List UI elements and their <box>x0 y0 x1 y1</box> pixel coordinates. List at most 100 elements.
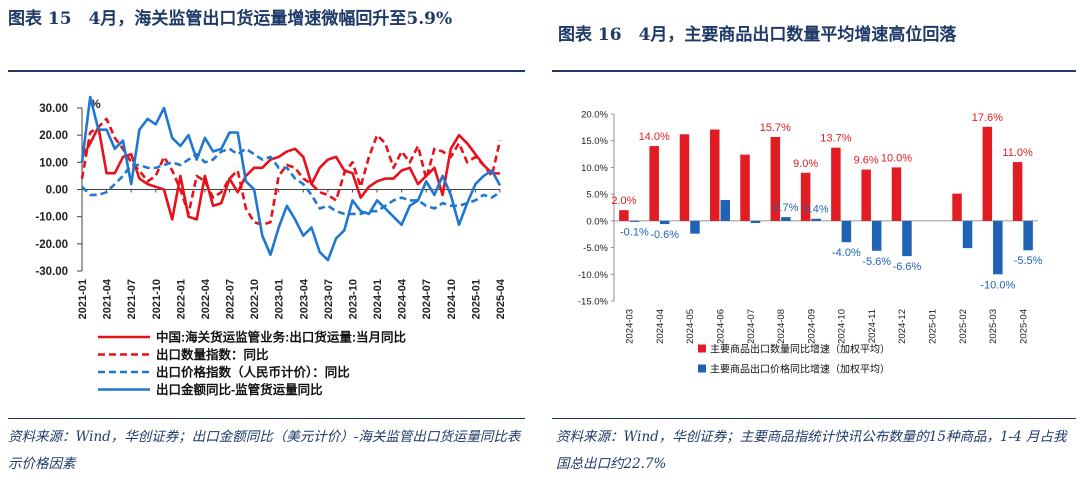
y-tick-label: 10.0% <box>581 163 608 174</box>
bar-price <box>659 220 670 225</box>
x-tick-label: 2023-07 <box>323 279 335 319</box>
right-chart-panel: 图表 16 4月，主要商品出口数量平均增速高位回落 20.0% 15.0% 10.0… <box>548 0 1080 484</box>
bar-price <box>902 220 912 257</box>
bar-quantity <box>649 146 659 221</box>
bar-price <box>871 220 882 251</box>
x-tick-label: 2021-10 <box>151 279 163 319</box>
x-tick-label: 2023-10 <box>347 279 359 319</box>
left-chart-panel: 图表 15 4月，海关监管出口货运量增速微幅回升至5.9% 30.00 20.00… <box>0 0 530 484</box>
y-tick-label: -20.00 <box>35 239 68 251</box>
data-label: 10.0% <box>881 152 912 164</box>
x-tick-label: 2025-04 <box>1018 309 1029 344</box>
data-label: 17.6% <box>972 112 1003 124</box>
y-tick-label: 10.00 <box>39 157 68 169</box>
right-source-rule <box>552 418 1076 419</box>
x-tick-label: 2021-07 <box>126 279 138 319</box>
series-line-2 <box>80 117 502 227</box>
left-title-rule <box>8 70 525 72</box>
bar-quantity <box>982 126 993 221</box>
x-tick-label: 2024-06 <box>716 309 727 344</box>
x-tick-label: 2024-01 <box>372 279 384 319</box>
y-tick-label: -10.00 <box>35 212 68 224</box>
x-tick-label: 2024-12 <box>897 309 908 344</box>
y-unit-label: % <box>90 97 101 111</box>
x-tick-label: 2021-04 <box>102 278 114 319</box>
x-tick-label: 2022-10 <box>249 279 261 319</box>
left-source-note: 资料来源：Wind，华创证券；出口金额同比（美元计价）-海关监管出口货运量同比表… <box>8 429 521 472</box>
y-tick-label: 30.00 <box>39 103 68 115</box>
bar-quantity <box>952 193 962 221</box>
y-tick-label: 20.00 <box>39 130 68 142</box>
right-chart-title: 图表 16 4月，主要商品出口数量平均增速高位回落 <box>558 25 957 45</box>
bar-quantity <box>740 154 750 221</box>
bar-quantity <box>800 172 811 221</box>
y-tick-label: 0.00 <box>46 185 68 197</box>
x-tick-label: 2024-11 <box>867 309 878 343</box>
y-tick-label: -15.0% <box>578 297 609 308</box>
bar-price <box>993 220 1003 275</box>
bar-price <box>811 218 821 221</box>
right-bar-chart: 20.0% 15.0% 10.0% 5.0% 0.0% -5.0% -10.0% -15.0%… <box>578 110 1043 376</box>
legend-label-4: 出口金额同比-监管货运量同比 <box>156 382 323 397</box>
data-label: -6.6% <box>893 261 922 273</box>
legend-label-1: 中国:海关货运监管业务:出口货运量:当月同比 <box>156 330 406 345</box>
bar-quantity <box>679 134 690 221</box>
series-line-1 <box>80 125 501 221</box>
bar-quantity <box>861 169 871 221</box>
data-label: 11.0% <box>1002 147 1033 159</box>
x-tick-label: 2024-05 <box>685 309 696 344</box>
x-tick-label: 2023-04 <box>298 278 310 319</box>
data-label: 9.0% <box>793 158 818 170</box>
legend-label-1: 主要商品出口数量同比增速（加权平均） <box>710 343 890 356</box>
data-label: -5.5% <box>1014 255 1043 267</box>
series-line-4 <box>80 95 502 262</box>
bar-price <box>841 220 852 243</box>
x-tick-label: 2023-01 <box>274 279 286 319</box>
right-source-note: 资料来源：Wind，华创证券；主要商品指统计快讯公布数量的15种商品，1-4 月… <box>556 429 1067 472</box>
left-source-rule <box>8 418 525 419</box>
bar-quantity <box>619 210 629 221</box>
x-tick-label: 2025-04 <box>495 278 507 319</box>
legend-label-2: 出口数量指数：同比 <box>156 347 269 362</box>
bar-price <box>720 200 730 221</box>
bar-price <box>781 217 791 221</box>
y-tick-label: -5.0% <box>583 243 608 254</box>
x-tick-label: 2024-10 <box>837 309 848 344</box>
x-tick-label: 2025-01 <box>470 279 482 319</box>
y-tick-label: -30.00 <box>35 266 68 278</box>
legend-label-2: 主要商品出口价格同比增速（加权平均） <box>710 363 890 376</box>
x-tick-label: 2021-01 <box>77 279 89 319</box>
y-tick-label: 5.0% <box>586 190 608 201</box>
bar-quantity <box>891 167 902 221</box>
data-label: 2.0% <box>611 195 636 207</box>
data-label: 0.4% <box>804 204 829 216</box>
legend-label-3: 出口价格指数（人民币计价）：同比 <box>156 365 350 380</box>
data-label: 15.7% <box>760 122 791 134</box>
bar-price <box>690 220 700 234</box>
y-tick-label: 20.0% <box>581 110 608 121</box>
y-tick-label: 15.0% <box>581 136 608 147</box>
x-tick-label: 2025-01 <box>928 309 939 344</box>
data-label: 9.6% <box>854 155 879 167</box>
data-label: -0.1% <box>620 226 649 238</box>
y-tick-label: -10.0% <box>578 270 609 281</box>
x-tick-label: 2025-02 <box>958 309 969 344</box>
data-label: -10.0% <box>980 279 1015 291</box>
x-tick-label: 2022-01 <box>175 279 187 319</box>
bar-quantity <box>831 147 841 221</box>
x-tick-label: 2024-07 <box>746 309 757 344</box>
x-tick-label: 2024-10 <box>446 279 458 319</box>
left-line-chart: 30.00 20.00 10.00 0.00 -10.00 -20.00 -30.00% 20… <box>35 95 507 397</box>
x-tick-label: 2024-04 <box>655 309 666 344</box>
bar-quantity <box>710 129 720 221</box>
left-chart-title: 图表 15 4月，海关监管出口货运量增速微幅回升至5.9% <box>8 9 453 29</box>
data-label: -4.0% <box>832 247 861 259</box>
bar-price <box>750 220 761 223</box>
x-tick-label: 2024-09 <box>806 309 817 344</box>
data-label: -0.6% <box>650 229 679 241</box>
x-tick-label: 2025-03 <box>988 309 999 344</box>
bar-price <box>1023 220 1033 251</box>
data-label: 0.7% <box>773 202 798 214</box>
bar-price <box>962 220 973 249</box>
right-title-rule <box>552 70 1076 72</box>
